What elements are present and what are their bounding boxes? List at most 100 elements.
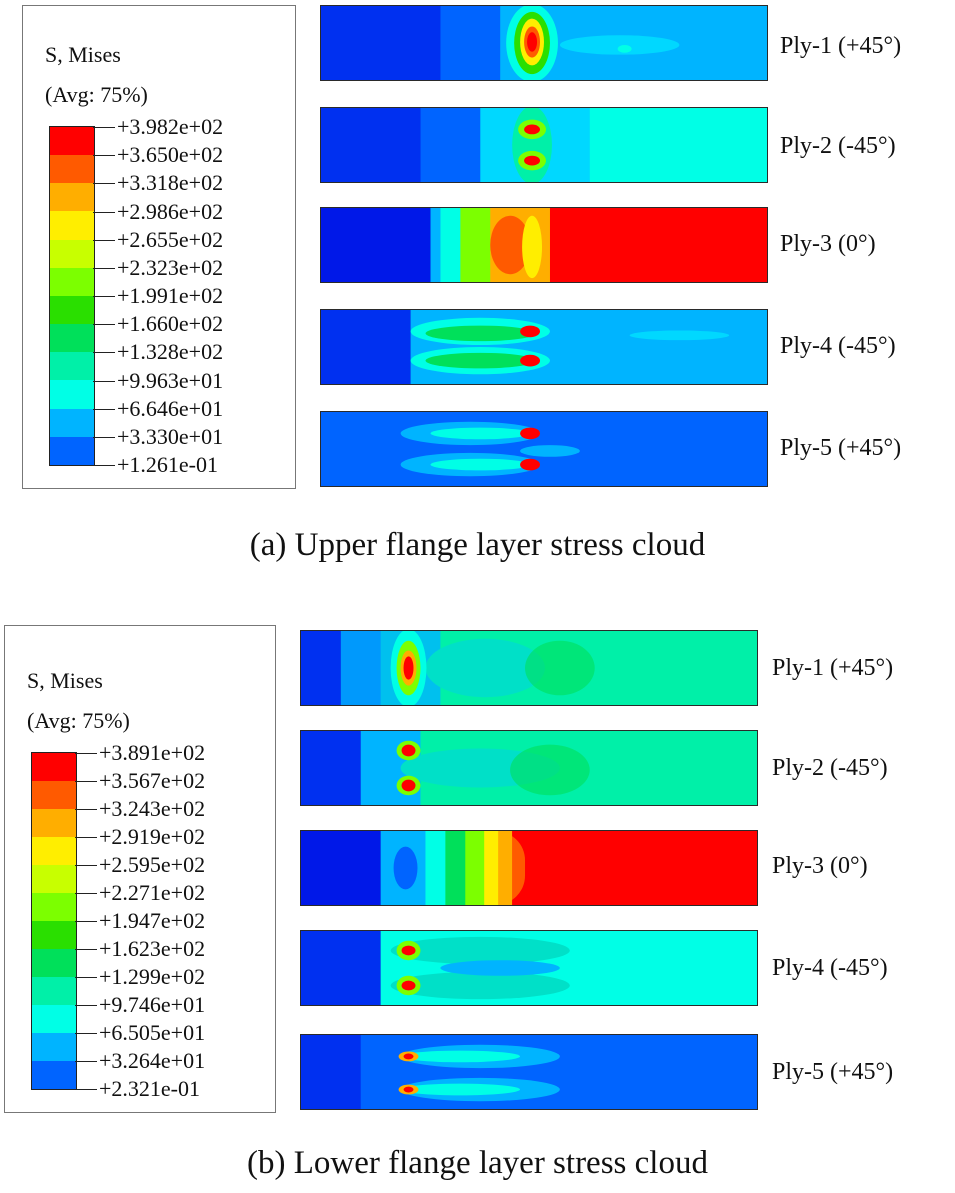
legend-value: +2.321e-01	[99, 1076, 200, 1101]
legend-tick	[93, 408, 115, 410]
color-band	[50, 267, 94, 296]
legend-subtitle: (Avg: 75%)	[27, 708, 130, 733]
legend-value: +1.947e+02	[99, 908, 206, 933]
color-band	[50, 155, 94, 184]
ply-1-contour	[320, 5, 768, 81]
color-band	[32, 809, 76, 837]
legend-tick	[75, 1033, 97, 1034]
color-band	[50, 239, 94, 268]
legend-value: +3.330e+01	[117, 423, 224, 449]
color-band	[50, 211, 94, 240]
legend-value: +3.982e+02	[117, 114, 224, 139]
color-band	[32, 781, 76, 809]
ply-5-contour	[320, 411, 768, 487]
legend-value: +3.891e+02	[99, 740, 206, 765]
legend-tick	[93, 465, 115, 466]
ply-4-contour	[320, 309, 768, 385]
color-band	[50, 127, 94, 156]
caption-lower: (b) Lower flange layer stress cloud	[247, 1145, 708, 1181]
legend-tick	[93, 267, 115, 269]
legend-tick	[93, 155, 115, 157]
ply-1-label: Ply-1 (+45°)	[780, 33, 902, 59]
ply-3-label: Ply-3 (0°)	[772, 853, 868, 879]
ply-3-contour	[300, 830, 758, 906]
color-band	[32, 837, 76, 865]
ply-2-label: Ply-2 (-45°)	[780, 133, 896, 159]
legend-subtitle: (Avg: 75%)	[45, 82, 148, 107]
legend-value: +2.655e+02	[117, 226, 224, 252]
legend-value: +3.318e+02	[117, 170, 224, 196]
legend-value: +9.963e+01	[117, 367, 224, 393]
legend-tick	[93, 211, 115, 213]
legend-tick	[93, 436, 115, 438]
color-band	[50, 324, 94, 353]
color-band	[50, 380, 94, 409]
legend-tick	[93, 296, 115, 297]
color-band	[32, 977, 76, 1005]
color-band	[50, 295, 94, 325]
ply-5-label: Ply-5 (+45°)	[780, 435, 902, 461]
legend-tick	[75, 753, 97, 754]
legend-value: +2.595e+02	[99, 852, 206, 877]
legend-tick	[75, 837, 97, 838]
legend-upper: S, Mises (Avg: 75%) +3.982e+02 +3.650e+02…	[22, 5, 296, 489]
legend-title: S, Mises	[27, 668, 103, 693]
legend-tick	[93, 127, 115, 128]
color-scale	[31, 752, 77, 1090]
legend-value: +2.919e+02	[99, 824, 206, 849]
color-band	[32, 1061, 76, 1089]
legend-value: +1.991e+02	[117, 283, 224, 308]
legend-value: +6.505e+01	[99, 1020, 206, 1045]
legend-value: +1.623e+02	[99, 936, 206, 961]
color-band	[32, 1033, 76, 1061]
legend-value: +3.567e+02	[99, 768, 206, 793]
color-band	[50, 436, 94, 465]
ply-3-contour	[320, 207, 768, 283]
ply-2-contour	[300, 730, 758, 806]
ply-4-label: Ply-4 (-45°)	[772, 955, 888, 981]
legend-tick	[75, 781, 97, 782]
legend-tick	[75, 977, 97, 978]
legend-title: S, Mises	[45, 42, 121, 67]
ply-3-label: Ply-3 (0°)	[780, 231, 876, 257]
legend-value: +3.243e+02	[99, 796, 206, 821]
legend-tick	[75, 921, 97, 922]
color-band	[50, 183, 94, 212]
ply-5-label: Ply-5 (+45°)	[772, 1059, 894, 1085]
ply-4-contour	[300, 930, 758, 1006]
color-band	[32, 753, 76, 781]
legend-value: +2.271e+02	[99, 880, 206, 905]
legend-tick	[75, 893, 97, 894]
legend-value: +1.299e+02	[99, 964, 206, 989]
legend-tick	[75, 1089, 97, 1090]
color-band	[32, 865, 76, 893]
ply-4-label: Ply-4 (-45°)	[780, 333, 896, 359]
legend-value: +6.646e+01	[117, 395, 224, 421]
ply-5-contour	[300, 1034, 758, 1110]
ply-1-label: Ply-1 (+45°)	[772, 655, 894, 681]
color-band	[32, 893, 76, 921]
legend-tick	[75, 949, 97, 950]
legend-value: +3.650e+02	[117, 142, 224, 168]
legend-tick	[75, 865, 97, 866]
panel-lower-flange: S, Mises (Avg: 75%) +3.891e+02 +3.567e+02…	[0, 620, 955, 1193]
ply-2-label: Ply-2 (-45°)	[772, 755, 888, 781]
ply-2-contour	[320, 107, 768, 183]
legend-tick	[75, 1005, 97, 1006]
legend-lower: S, Mises (Avg: 75%) +3.891e+02 +3.567e+02…	[4, 625, 276, 1113]
color-band	[32, 949, 76, 977]
legend-value: +2.986e+02	[117, 198, 224, 224]
legend-tick	[75, 1061, 97, 1062]
color-band	[32, 921, 76, 949]
color-band	[32, 1005, 76, 1033]
legend-tick	[75, 809, 97, 810]
legend-tick	[93, 239, 115, 241]
ply-1-contour	[300, 630, 758, 706]
legend-tick	[93, 324, 115, 326]
legend-value: +9.746e+01	[99, 992, 206, 1017]
legend-tick	[93, 183, 115, 185]
legend-value: +2.323e+02	[117, 254, 224, 280]
legend-value: +1.261e-01	[117, 452, 218, 477]
legend-tick	[93, 380, 115, 382]
color-band	[50, 408, 94, 437]
